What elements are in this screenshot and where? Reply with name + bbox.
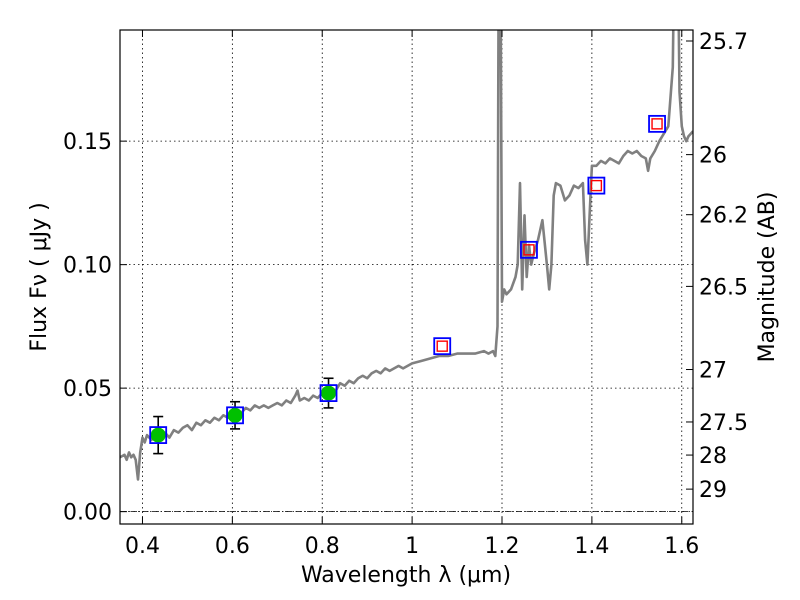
x-axis-label: Wavelength λ (μm) (301, 563, 511, 588)
y2-tick-label: 26 (699, 144, 727, 169)
x-tick-label: 0.4 (125, 534, 160, 559)
observed-point (321, 385, 337, 401)
model-marker (149, 426, 168, 444)
model-inner-marker (436, 340, 448, 352)
model-marker (520, 240, 538, 259)
x-tick-label: 1.6 (664, 534, 699, 559)
marker-layer (149, 114, 666, 455)
model-inner-marker (523, 244, 535, 256)
model-marker (648, 114, 666, 133)
plot-background (120, 30, 693, 524)
y2-tick-label: 29 (699, 478, 727, 503)
spectrum-line (120, 30, 693, 481)
model-inner-marker (590, 179, 603, 192)
y2-tick-label: 27.5 (699, 411, 748, 436)
y2-tick-label: 28 (699, 444, 727, 469)
x-tick-label: 0.6 (215, 534, 250, 559)
y-tick-label: 0.00 (63, 501, 112, 526)
ticks: 0.4 0.6 0.8 1 1.2 1.4 1.6 0.00 0.05 0.10 0.15 25.7 2… (63, 30, 748, 559)
observed-point (227, 407, 243, 423)
y-tick-label: 0.15 (63, 130, 112, 155)
y-tick-label: 0.10 (63, 254, 112, 279)
model-marker (319, 384, 338, 402)
model-inner-marker (651, 118, 663, 130)
y2-tick-label: 26.5 (699, 275, 748, 300)
model-marker (587, 176, 606, 195)
y2-tick-label: 27 (699, 359, 727, 384)
y2-axis-label: Magnitude (AB) (755, 192, 780, 363)
y-axis-label: Flux Fν ( μJy ) (27, 202, 52, 351)
series-layer (120, 30, 693, 481)
y2-tick-label: 25.7 (699, 30, 748, 55)
y2-tick-label: 26.2 (699, 204, 748, 229)
x-tick-label: 1.2 (485, 534, 520, 559)
x-tick-label: 1 (405, 534, 419, 559)
plot-frame (119, 29, 694, 525)
model-marker (433, 337, 452, 356)
x-tick-label: 0.8 (305, 534, 340, 559)
x-tick-label: 1.4 (574, 534, 609, 559)
observed-point (150, 427, 166, 443)
model-marker (226, 406, 244, 425)
y-tick-label: 0.05 (63, 377, 112, 402)
